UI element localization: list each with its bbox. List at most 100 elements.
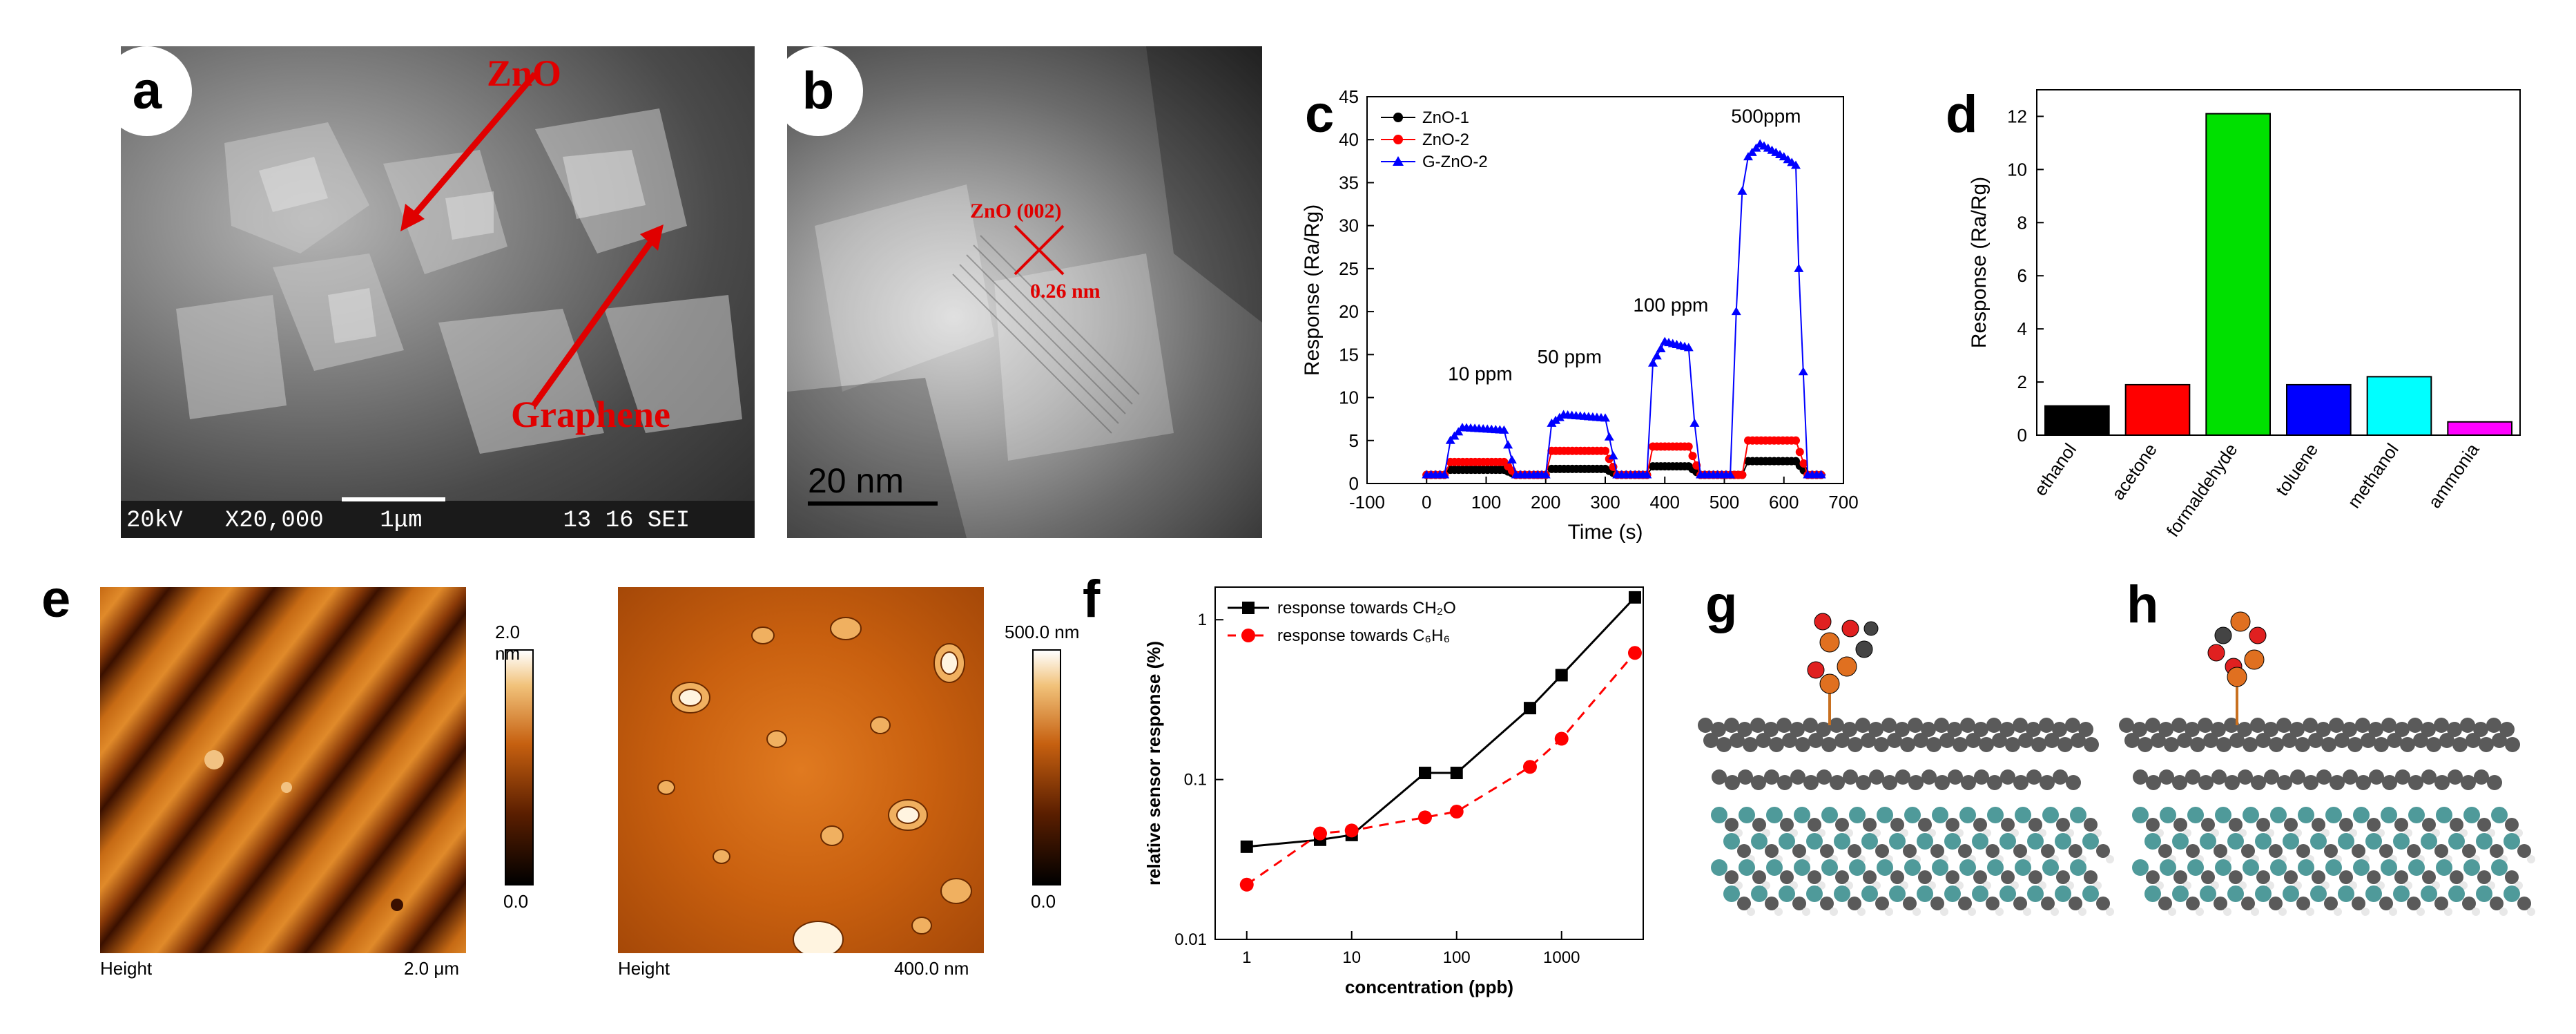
carbon-atom [2229, 733, 2245, 748]
data-point-gzno2 [1445, 435, 1455, 444]
carbon-atom [1769, 737, 1784, 752]
zinc-atom [2187, 807, 2204, 823]
zinc-atom [1849, 807, 1866, 823]
zinc-atom [1834, 833, 1850, 850]
data-point-gzno2 [1791, 160, 1801, 169]
data-point-c6h6 [1627, 646, 1642, 660]
carbon-atom [1961, 775, 1976, 790]
carbon-atom [2040, 775, 2055, 790]
y-tick-label: 10 [1339, 387, 1359, 408]
zinc-atom [1766, 859, 1783, 876]
carbon-atom [2368, 722, 2383, 737]
series-line-1 [1246, 652, 1636, 885]
carbon-atom [2164, 737, 2179, 752]
carbon-atom [2355, 718, 2370, 733]
legend-marker [1393, 135, 1403, 144]
y-tick-label: 15 [1339, 344, 1359, 365]
zinc-atom [2436, 859, 2452, 876]
carbon-atom [2421, 769, 2437, 785]
carbon-atom [1763, 722, 1779, 737]
oxygen-atom [2229, 870, 2243, 884]
carbon-atom [2356, 775, 2371, 790]
bar-formaldehyde [2205, 113, 2272, 436]
oxygen-atom [2312, 818, 2325, 832]
data-point-gzno2 [1449, 431, 1460, 440]
data-point-ch2o [1628, 591, 1641, 604]
oxygen-atom [2422, 818, 2436, 832]
carbon-atom [2505, 737, 2520, 752]
hydrogen-atom [2106, 855, 2114, 863]
data-point-gzno2 [1648, 358, 1658, 367]
data-point-ch2o [1555, 669, 1568, 682]
carbon-atom [2479, 737, 2494, 752]
hydrogen-atom [2444, 908, 2452, 916]
data-point-1 [1601, 446, 1609, 455]
zinc-atom [1711, 859, 1727, 876]
carbon-atom [2177, 733, 2192, 748]
zinc-atom [1889, 833, 1906, 850]
panel-f: 1 10 100 1000 0.01 0.1 1 concentration (ppb) rel… [1132, 573, 1685, 1022]
carbon-atom [2026, 769, 2042, 785]
oxygen-atom [2367, 818, 2381, 832]
carbon-atom [1848, 737, 1863, 752]
carbon-atom [2172, 775, 2187, 790]
zinc-atom [2476, 833, 2492, 850]
x-tick-label: 600 [1769, 492, 1799, 513]
carbon-atom [1947, 722, 1962, 737]
zinc-atom [2421, 885, 2437, 902]
oxygen-atom [2296, 844, 2310, 858]
oxygen-atom [2096, 844, 2110, 858]
carbon-atom [2243, 737, 2258, 752]
carbon-atom [1829, 718, 1844, 733]
y-tick-label: 12 [2007, 106, 2027, 126]
oxygen-atom [1946, 870, 1959, 884]
x-tick-label: 0 [1422, 492, 1431, 513]
carbon-atom [2084, 737, 2099, 752]
carbon-atom [1908, 718, 1923, 733]
hydrogen-atom [1830, 908, 1838, 916]
data-point-gzno2 [1642, 470, 1652, 479]
oxygen-atom [2041, 844, 2055, 858]
molecule-model-g [1698, 613, 2114, 916]
carbon-atom [2190, 737, 2205, 752]
oxygen-atom [1792, 844, 1806, 858]
category-label: toluene [2272, 439, 2323, 499]
x-tick-label: 300 [1590, 492, 1620, 513]
adsorbed-atom [1807, 661, 1825, 679]
adsorbed-atom [2230, 611, 2251, 632]
carbon-atom [1992, 733, 2007, 748]
oxygen-atom [1958, 897, 1972, 910]
carbon-atom [1711, 722, 1726, 737]
oxygen-atom [2269, 844, 2283, 858]
carbon-atom [2474, 769, 2489, 785]
oxygen-atom [1808, 870, 1821, 884]
y-tick-label: 40 [1339, 129, 1359, 150]
oxygen-atom [2013, 897, 2027, 910]
zinc-atom [1972, 885, 1988, 902]
carbon-atom [2486, 718, 2501, 733]
afm-image-left [100, 587, 466, 953]
sem-texture [121, 72, 755, 538]
zinc-atom [2082, 833, 2099, 850]
afm-left-colorbar [505, 649, 534, 885]
carbon-atom [2321, 737, 2336, 752]
x-tick-label: 700 [1828, 492, 1858, 513]
zinc-atom [2187, 859, 2204, 876]
oxygen-atom [2434, 844, 2448, 858]
oxygen-atom [2084, 818, 2098, 832]
zinc-atom [2463, 807, 2480, 823]
panel-label-b: b [773, 46, 863, 136]
data-point-ch2o [1240, 840, 1253, 853]
oxygen-atom [2324, 897, 2338, 910]
data-point-gzno2 [1656, 344, 1666, 353]
oxygen-atom [1875, 844, 1889, 858]
carbon-atom [1934, 718, 1949, 733]
afm-left-cmax: 2.0 nm [495, 622, 521, 664]
oxygen-atom [2462, 897, 2476, 910]
afm-right-colorbar [1032, 649, 1061, 885]
oxygen-atom [2379, 844, 2393, 858]
zinc-atom [2243, 807, 2259, 823]
zno-arrow [408, 72, 538, 221]
zinc-atom [1711, 807, 1727, 823]
y-tick-label: 0 [2017, 425, 2027, 446]
